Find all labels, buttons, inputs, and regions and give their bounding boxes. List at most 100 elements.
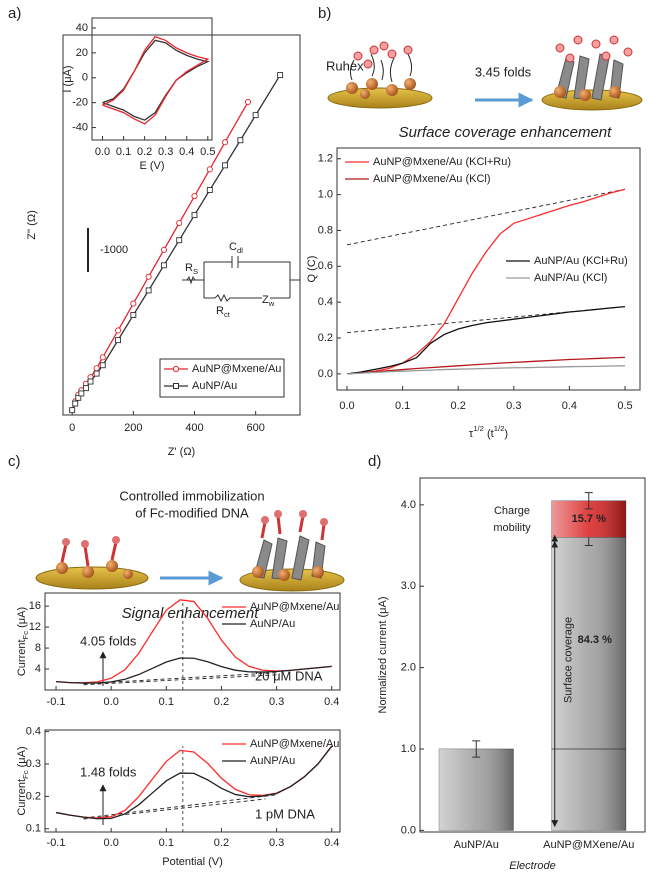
- point: [99, 362, 106, 369]
- series-line: [102, 39, 210, 121]
- x-axis-label: τ1/2 (t1/2): [469, 424, 508, 440]
- circuit-label-part: S: [193, 267, 198, 276]
- circuit-label-part: ct: [224, 310, 231, 319]
- annotation: 15.7 %: [572, 513, 606, 525]
- y-tick-label: 12: [29, 621, 41, 633]
- legend-label: AuNP@Mxene/Au: [250, 738, 339, 750]
- x-axis-label-part: τ: [469, 428, 474, 440]
- x-tick-label: 0: [69, 422, 75, 434]
- y-tick-label: -40: [72, 121, 88, 133]
- x-tick-label: 0.5: [200, 146, 215, 158]
- point: [244, 98, 252, 105]
- x-tick-label: 200: [124, 422, 142, 434]
- y-tick-label: 0.2: [318, 332, 333, 344]
- y-tick-label: 1.2: [318, 153, 333, 165]
- error-bar: [584, 492, 593, 510]
- point: [130, 312, 137, 318]
- note: 1 pM DNA: [255, 806, 315, 821]
- y-tick-label: 16: [29, 600, 41, 612]
- scale-bar-label: -1000: [100, 244, 128, 256]
- fold-annotation: 3.45 folds: [475, 64, 532, 79]
- error-bar: [472, 740, 481, 758]
- point: [277, 72, 284, 79]
- circuit-label-part: R: [185, 262, 193, 274]
- point: [145, 273, 152, 280]
- y-axis-label: Q (C): [306, 256, 318, 283]
- x-axis-label-part: ): [504, 428, 508, 440]
- point: [176, 237, 183, 244]
- x-tick-label: 0.3: [269, 837, 284, 849]
- fit-line: [346, 188, 626, 246]
- x-tick-label: 0.1: [159, 696, 174, 708]
- y-axis-label-part: Current: [16, 639, 28, 676]
- legend-label: AuNP/Au: [192, 380, 237, 392]
- circuit-label-part: R: [216, 305, 224, 317]
- legend-label: AuNP@Mxene/Au (KCl+Ru): [373, 156, 511, 168]
- circuit-label: Cdl: [229, 241, 243, 255]
- plot-frame: [44, 729, 341, 833]
- y-tick-label: -20: [72, 97, 88, 109]
- x-tick-label: 0.0: [104, 837, 119, 849]
- x-axis-label: Potential (V): [162, 856, 223, 868]
- x-tick-label: 0.4: [324, 837, 339, 849]
- point: [130, 300, 137, 307]
- point: [206, 166, 213, 173]
- panel-label: a): [8, 5, 21, 22]
- y-tick-label: 0.3: [26, 758, 41, 770]
- series-line: [55, 745, 333, 820]
- y-axis-label: CurrentFc (μA): [16, 746, 30, 815]
- x-tick-label: 0.3: [506, 400, 521, 412]
- plot-frame: [62, 34, 301, 416]
- panel-label: d): [368, 453, 381, 470]
- y-tick-label: 1.0: [401, 743, 416, 755]
- circuit-label-part: Z: [262, 294, 269, 306]
- y-axis-label-part: Fc: [21, 770, 30, 779]
- x-tick-label: 0.2: [214, 696, 229, 708]
- y-tick-label: 4: [35, 663, 41, 675]
- fit-line: [83, 798, 266, 820]
- y-axis-label: I (μA): [62, 65, 74, 92]
- x-axis-label-part: 1/2: [494, 424, 505, 433]
- point: [191, 193, 198, 200]
- bar-shade: [551, 537, 626, 831]
- point: [237, 137, 244, 144]
- panel-label: c): [8, 453, 21, 470]
- point: [93, 370, 100, 377]
- fold-annotation: 1.48 folds: [80, 764, 137, 779]
- point: [99, 354, 106, 361]
- intro-text: of Fc-modified DNA: [135, 505, 249, 520]
- y-tick-label: 0: [82, 72, 88, 84]
- point: [75, 394, 82, 401]
- annotation: 84.3 %: [578, 634, 612, 646]
- point: [176, 219, 183, 227]
- plot-frame: [91, 17, 213, 141]
- x-tick-label: 0.0: [95, 146, 110, 158]
- y-axis-label: Z'' (Ω): [26, 210, 38, 240]
- illustration: [35, 510, 345, 592]
- point: [206, 187, 213, 193]
- x-tick-label: AuNP/Au: [454, 839, 499, 851]
- circuit-label: Zw: [262, 294, 275, 308]
- circuit-label: RS: [185, 262, 198, 276]
- legend-label: AuNP/Au: [250, 755, 295, 767]
- x-axis-label: Electrode: [509, 860, 555, 872]
- x-tick-label: 0.0: [104, 696, 119, 708]
- x-tick-label: 0.3: [269, 696, 284, 708]
- y-tick-label: 0.4: [318, 296, 333, 308]
- circuit: [182, 256, 300, 303]
- point: [160, 262, 167, 269]
- y-tick-label: 40: [76, 22, 88, 34]
- y-tick-label: 0.6: [318, 260, 333, 272]
- plot-frame: [419, 477, 646, 833]
- legend-label: AuNP/Au: [250, 618, 295, 630]
- circuit-label-part: w: [268, 299, 275, 308]
- illustration: [327, 35, 643, 111]
- x-tick-label: 0.5: [617, 400, 632, 412]
- legend-label: AuNP@Mxene/Au: [250, 601, 339, 613]
- series-line: [102, 35, 210, 125]
- x-tick-label: AuNP@MXene/Au: [543, 839, 634, 851]
- point: [145, 287, 152, 294]
- x-tick-label: 0.0: [339, 400, 354, 412]
- point: [160, 246, 167, 253]
- point: [114, 327, 122, 334]
